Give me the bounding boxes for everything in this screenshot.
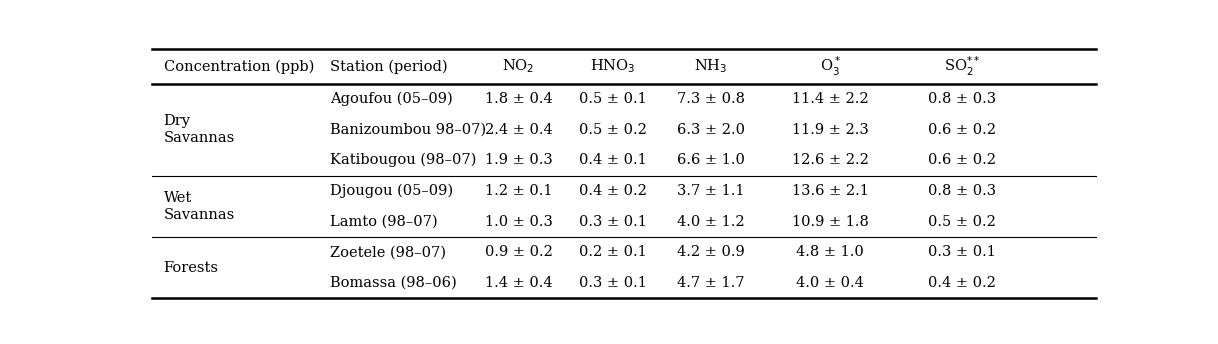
Text: 0.3 ± 0.1: 0.3 ± 0.1 — [928, 245, 996, 259]
Text: 0.8 ± 0.3: 0.8 ± 0.3 — [928, 184, 996, 198]
Text: 0.5 ± 0.2: 0.5 ± 0.2 — [928, 215, 996, 228]
Text: 0.4 ± 0.2: 0.4 ± 0.2 — [928, 276, 996, 290]
Text: 0.9 ± 0.2: 0.9 ± 0.2 — [485, 245, 553, 259]
Text: 0.8 ± 0.3: 0.8 ± 0.3 — [928, 92, 996, 106]
Text: HNO$_3$: HNO$_3$ — [591, 57, 636, 75]
Text: 0.5 ± 0.2: 0.5 ± 0.2 — [579, 123, 647, 137]
Text: NH$_3$: NH$_3$ — [694, 57, 727, 75]
Text: 1.4 ± 0.4: 1.4 ± 0.4 — [485, 276, 552, 290]
Text: 4.0 ± 0.4: 4.0 ± 0.4 — [797, 276, 864, 290]
Text: 0.4 ± 0.1: 0.4 ± 0.1 — [579, 153, 647, 167]
Text: 11.9 ± 2.3: 11.9 ± 2.3 — [792, 123, 868, 137]
Text: 1.8 ± 0.4: 1.8 ± 0.4 — [485, 92, 553, 106]
Text: Concentration (ppb): Concentration (ppb) — [163, 59, 314, 74]
Text: 1.9 ± 0.3: 1.9 ± 0.3 — [485, 153, 553, 167]
Text: NO$_2$: NO$_2$ — [502, 57, 535, 75]
Text: Katibougou (98–07): Katibougou (98–07) — [330, 153, 476, 168]
Text: 12.6 ± 2.2: 12.6 ± 2.2 — [792, 153, 868, 167]
Text: Bomassa (98–06): Bomassa (98–06) — [330, 276, 457, 290]
Text: 10.9 ± 1.8: 10.9 ± 1.8 — [792, 215, 868, 228]
Text: Dry: Dry — [163, 114, 190, 128]
Text: 13.6 ± 2.1: 13.6 ± 2.1 — [792, 184, 868, 198]
Text: Wet: Wet — [163, 191, 191, 205]
Text: Station (period): Station (period) — [330, 59, 447, 74]
Text: Zoetele (98–07): Zoetele (98–07) — [330, 245, 446, 259]
Text: Banizoumbou 98–07): Banizoumbou 98–07) — [330, 123, 486, 137]
Text: 1.2 ± 0.1: 1.2 ± 0.1 — [485, 184, 552, 198]
Text: Savannas: Savannas — [163, 131, 235, 145]
Text: 4.8 ± 1.0: 4.8 ± 1.0 — [797, 245, 864, 259]
Text: 0.4 ± 0.2: 0.4 ± 0.2 — [579, 184, 647, 198]
Text: Djougou (05–09): Djougou (05–09) — [330, 184, 453, 198]
Text: 3.7 ± 1.1: 3.7 ± 1.1 — [677, 184, 745, 198]
Text: 0.6 ± 0.2: 0.6 ± 0.2 — [928, 123, 996, 137]
Text: 0.5 ± 0.1: 0.5 ± 0.1 — [579, 92, 647, 106]
Text: 4.2 ± 0.9: 4.2 ± 0.9 — [677, 245, 745, 259]
Text: 2.4 ± 0.4: 2.4 ± 0.4 — [485, 123, 553, 137]
Text: 1.0 ± 0.3: 1.0 ± 0.3 — [485, 215, 553, 228]
Text: 4.7 ± 1.7: 4.7 ± 1.7 — [677, 276, 745, 290]
Text: 11.4 ± 2.2: 11.4 ± 2.2 — [792, 92, 868, 106]
Text: 0.3 ± 0.1: 0.3 ± 0.1 — [579, 276, 647, 290]
Text: Forests: Forests — [163, 260, 218, 275]
Text: Savannas: Savannas — [163, 208, 235, 222]
Text: Lamto (98–07): Lamto (98–07) — [330, 215, 437, 228]
Text: SO$_2^{**}$: SO$_2^{**}$ — [944, 55, 980, 78]
Text: 0.6 ± 0.2: 0.6 ± 0.2 — [928, 153, 996, 167]
Text: 0.3 ± 0.1: 0.3 ± 0.1 — [579, 215, 647, 228]
Text: 0.2 ± 0.1: 0.2 ± 0.1 — [579, 245, 647, 259]
Text: Agoufou (05–09): Agoufou (05–09) — [330, 92, 452, 106]
Text: 4.0 ± 1.2: 4.0 ± 1.2 — [677, 215, 745, 228]
Text: 6.6 ± 1.0: 6.6 ± 1.0 — [677, 153, 745, 167]
Text: 6.3 ± 2.0: 6.3 ± 2.0 — [677, 123, 745, 137]
Text: O$_3^*$: O$_3^*$ — [820, 55, 840, 78]
Text: 7.3 ± 0.8: 7.3 ± 0.8 — [677, 92, 745, 106]
